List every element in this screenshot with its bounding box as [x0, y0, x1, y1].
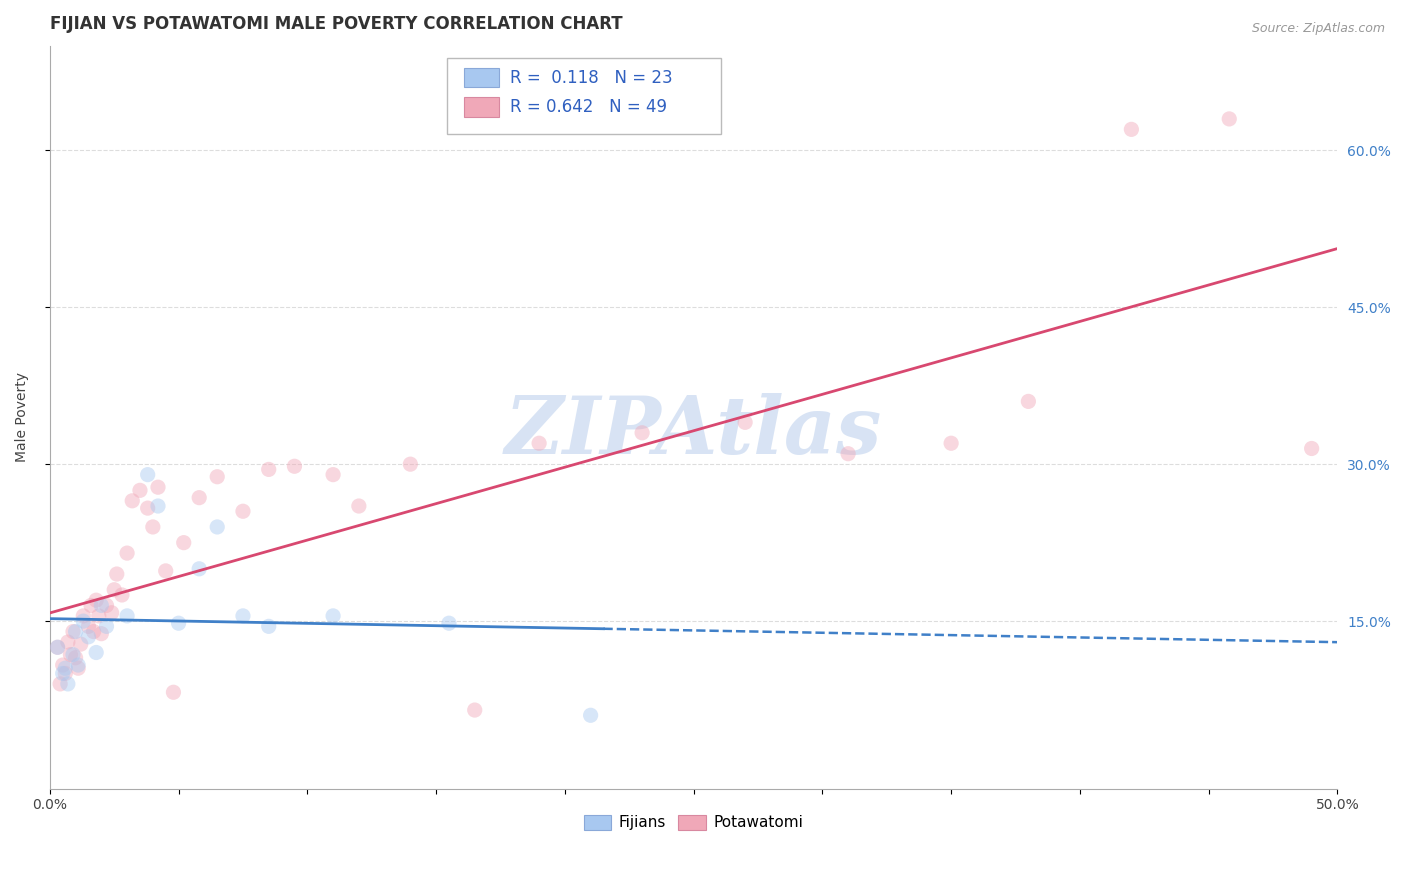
Point: [1017, 394, 1039, 409]
Point: [56, 635, 79, 649]
Point: [67, 661, 90, 675]
Text: ZIPAtlas: ZIPAtlas: [505, 393, 883, 471]
Point: [257, 619, 280, 633]
Point: [142, 520, 165, 534]
Point: [100, 606, 122, 620]
Point: [72, 614, 94, 628]
Point: [83, 624, 105, 639]
Point: [67, 658, 90, 673]
Point: [399, 457, 422, 471]
Point: [527, 436, 550, 450]
Point: [322, 608, 344, 623]
Y-axis label: Male Poverty: Male Poverty: [15, 372, 30, 462]
Point: [115, 608, 138, 623]
Point: [188, 491, 211, 505]
Point: [59, 648, 82, 662]
Point: [96, 599, 118, 613]
Point: [939, 436, 962, 450]
Point: [87, 608, 110, 623]
Point: [52, 658, 75, 673]
Point: [121, 493, 143, 508]
Point: [69, 637, 91, 651]
Point: [62, 648, 84, 662]
Legend: Fijians, Potawatomi: Fijians, Potawatomi: [578, 808, 810, 837]
Point: [77, 630, 100, 644]
Point: [173, 535, 195, 549]
Point: [84, 646, 107, 660]
Point: [205, 520, 228, 534]
Point: [53, 661, 76, 675]
Text: R =  0.118   N = 23: R = 0.118 N = 23: [510, 69, 673, 87]
Point: [84, 593, 107, 607]
Point: [1218, 112, 1240, 126]
Point: [837, 447, 859, 461]
Point: [56, 677, 79, 691]
Point: [77, 619, 100, 633]
Point: [167, 616, 190, 631]
Point: [205, 469, 228, 483]
Point: [115, 546, 138, 560]
Point: [65, 650, 87, 665]
Point: [90, 599, 112, 613]
Point: [129, 483, 152, 498]
Point: [146, 480, 169, 494]
Point: [257, 462, 280, 476]
Point: [283, 459, 305, 474]
Point: [322, 467, 344, 482]
Point: [188, 562, 211, 576]
Point: [136, 501, 159, 516]
Point: [136, 467, 159, 482]
Point: [437, 616, 460, 631]
Text: R = 0.642   N = 49: R = 0.642 N = 49: [510, 98, 668, 116]
Point: [146, 499, 169, 513]
Text: Source: ZipAtlas.com: Source: ZipAtlas.com: [1251, 22, 1385, 36]
Point: [162, 685, 184, 699]
Point: [464, 703, 486, 717]
Point: [155, 564, 177, 578]
Point: [103, 582, 125, 597]
Point: [232, 504, 254, 518]
Point: [734, 415, 756, 429]
Point: [65, 624, 87, 639]
Point: [631, 425, 654, 440]
Point: [96, 619, 118, 633]
Point: [52, 666, 75, 681]
Point: [46, 640, 69, 655]
Point: [111, 588, 134, 602]
Point: [46, 640, 69, 655]
Point: [1301, 442, 1323, 456]
Text: FIJIAN VS POTAWATOMI MALE POVERTY CORRELATION CHART: FIJIAN VS POTAWATOMI MALE POVERTY CORREL…: [49, 15, 623, 33]
Point: [232, 608, 254, 623]
Point: [53, 666, 76, 681]
Point: [347, 499, 370, 513]
Point: [579, 708, 602, 723]
Point: [105, 567, 128, 582]
Point: [49, 677, 72, 691]
Point: [62, 624, 84, 639]
Point: [1121, 122, 1143, 136]
Point: [72, 608, 94, 623]
Point: [90, 626, 112, 640]
Point: [80, 599, 103, 613]
